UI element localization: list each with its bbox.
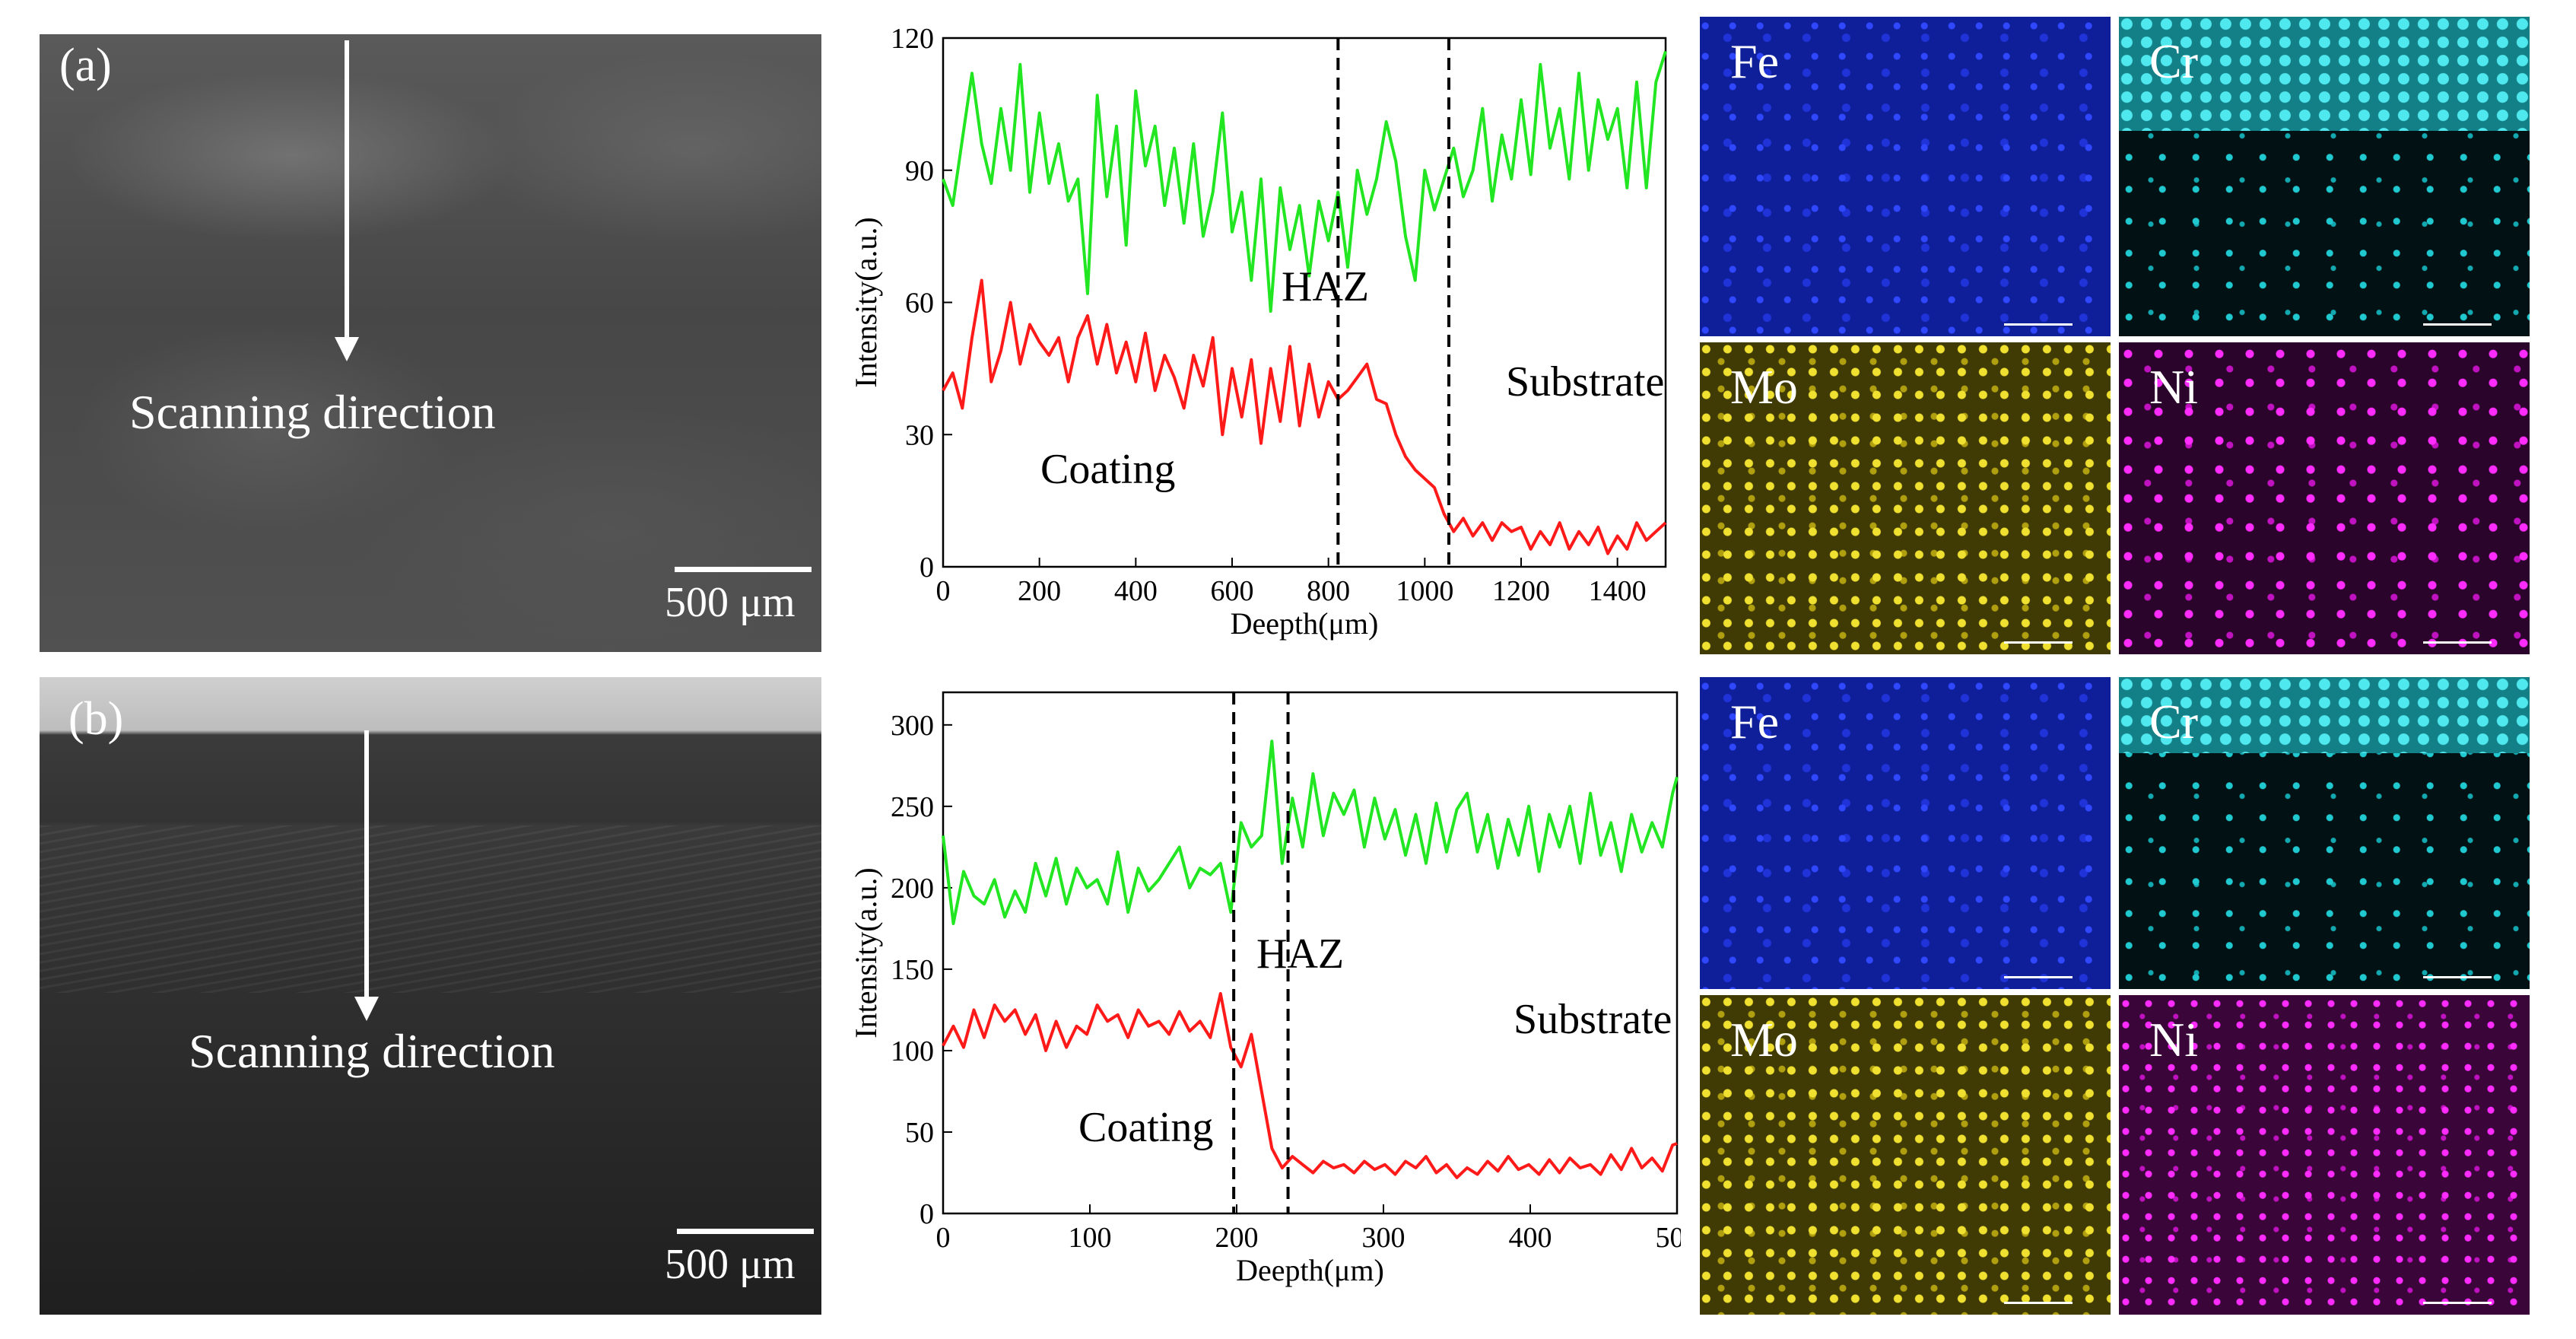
x-tick-label: 0 [936, 1222, 951, 1254]
micro-scale-bar [2423, 323, 2492, 326]
chart-b-svg: 0100200300400500050100150200250300Deepth… [849, 691, 1682, 1287]
scan-arrow-b [364, 730, 369, 1004]
scan-arrow-head-a [335, 337, 359, 361]
eds-map-ni-2: Ni [2119, 995, 2530, 1315]
line-scan-chart-a: 0 200 400 600 800 1000 1200 1400 0 30 60 90 120 Deept… [837, 15, 1681, 662]
eds-map-mo-1: Mo [1700, 342, 2111, 654]
y-axis-label: Intensity(a.u.) [849, 867, 883, 1038]
eds-map-cr-2: Cr [2119, 677, 2530, 989]
eds-map-fe-2: Fe [1700, 677, 2111, 989]
x-tick-label: 400 [1509, 1222, 1552, 1254]
y-tick-label: 150 [891, 954, 934, 986]
plot-frame [942, 691, 1679, 1215]
eds-map-cr-1: Cr [2119, 17, 2530, 336]
eds-map-fe-1: Fe [1700, 17, 2111, 336]
eds-map-ni-1: Ni [2119, 342, 2530, 654]
y-tick-label: 60 [905, 288, 934, 320]
scale-bar-b [677, 1229, 814, 1234]
x-tick-label: 200 [1018, 575, 1061, 607]
panel-label-b: (b) [68, 693, 124, 745]
x-tick-label: 300 [1362, 1222, 1406, 1254]
y-tick-label: 0 [920, 1198, 934, 1230]
element-label-cr-1: Cr [2149, 34, 2198, 88]
micro-scale-bar [2423, 976, 2492, 978]
y-tick-label: 90 [905, 155, 934, 187]
scan-direction-label-b: Scanning direction [189, 1024, 555, 1078]
micro-scale-bar [2423, 641, 2492, 644]
micro-scale-bar [2004, 323, 2073, 326]
micro-scale-bar [2423, 1302, 2492, 1304]
micro-scale-bar [2004, 641, 2073, 644]
y-tick-label: 200 [891, 873, 934, 905]
panel-label-a: (a) [59, 40, 112, 91]
element-label-cr-2: Cr [2149, 695, 2198, 749]
sem-image-b: (b) Scanning direction 500 μm [40, 677, 821, 1315]
element-label-ni-1: Ni [2149, 360, 2198, 414]
annotation-coating: Coating [1040, 446, 1175, 493]
element-label-mo-1: Mo [1730, 360, 1798, 414]
x-axis-label: Deepth(μm) [1231, 606, 1379, 641]
sem-image-a: (a) Scanning direction 500 μm [40, 34, 821, 652]
y-tick-label: 0 [920, 552, 934, 584]
element-label-ni-2: Ni [2149, 1013, 2198, 1067]
x-tick-label: 200 [1215, 1222, 1259, 1254]
x-tick-label: 1400 [1589, 575, 1647, 607]
micro-scale-bar [2004, 976, 2073, 978]
x-tick-label: 1200 [1492, 575, 1550, 607]
y-tick-label: 300 [891, 710, 934, 742]
series-line-red [942, 278, 1667, 555]
y-tick-label: 30 [905, 419, 934, 451]
y-axis-label: Intensity(a.u.) [849, 217, 883, 387]
cr-rich-layer [2119, 17, 2530, 131]
scale-bar-a [675, 567, 812, 572]
substrate-texture [40, 825, 821, 993]
x-tick-label: 600 [1211, 575, 1254, 607]
line-scan-chart-b: 0100200300400500050100150200250300Deepth… [837, 670, 1681, 1324]
micro-scale-bar [2004, 1302, 2073, 1304]
y-tick-label: 100 [891, 1035, 934, 1067]
scale-text-b: 500 μm [665, 1241, 796, 1288]
y-tick-label: 250 [891, 791, 934, 823]
annotation-haz: HAZ [1256, 930, 1344, 978]
series-line-green [942, 739, 1679, 925]
scale-text-a: 500 μm [665, 579, 796, 626]
scan-direction-label-a: Scanning direction [129, 385, 496, 439]
eds-map-mo-2: Mo [1700, 995, 2111, 1315]
x-tick-label: 400 [1114, 575, 1158, 607]
y-tick-label: 120 [891, 23, 934, 55]
annotation-haz: HAZ [1282, 263, 1369, 310]
annotation-coating: Coating [1078, 1104, 1213, 1151]
x-tick-label: 100 [1069, 1222, 1112, 1254]
x-tick-label: 1000 [1396, 575, 1453, 607]
element-label-fe-1: Fe [1730, 34, 1779, 88]
scan-arrow-a [345, 40, 349, 345]
series-line-green [942, 50, 1667, 313]
annotation-substrate: Substrate [1506, 358, 1664, 406]
x-tick-label: 800 [1307, 575, 1350, 607]
x-tick-label: 500 [1656, 1222, 1682, 1254]
element-label-mo-2: Mo [1730, 1013, 1798, 1067]
y-tick-label: 50 [905, 1117, 934, 1149]
annotation-substrate: Substrate [1514, 996, 1672, 1043]
chart-a-svg: 0 200 400 600 800 1000 1200 1400 0 30 60 90 120 Deept… [849, 23, 1667, 641]
element-label-fe-2: Fe [1730, 695, 1779, 749]
x-tick-label: 0 [936, 575, 951, 607]
cr-rich-layer [2119, 677, 2530, 753]
scan-arrow-head-b [354, 997, 379, 1021]
x-axis-label: Deepth(μm) [1236, 1253, 1384, 1287]
